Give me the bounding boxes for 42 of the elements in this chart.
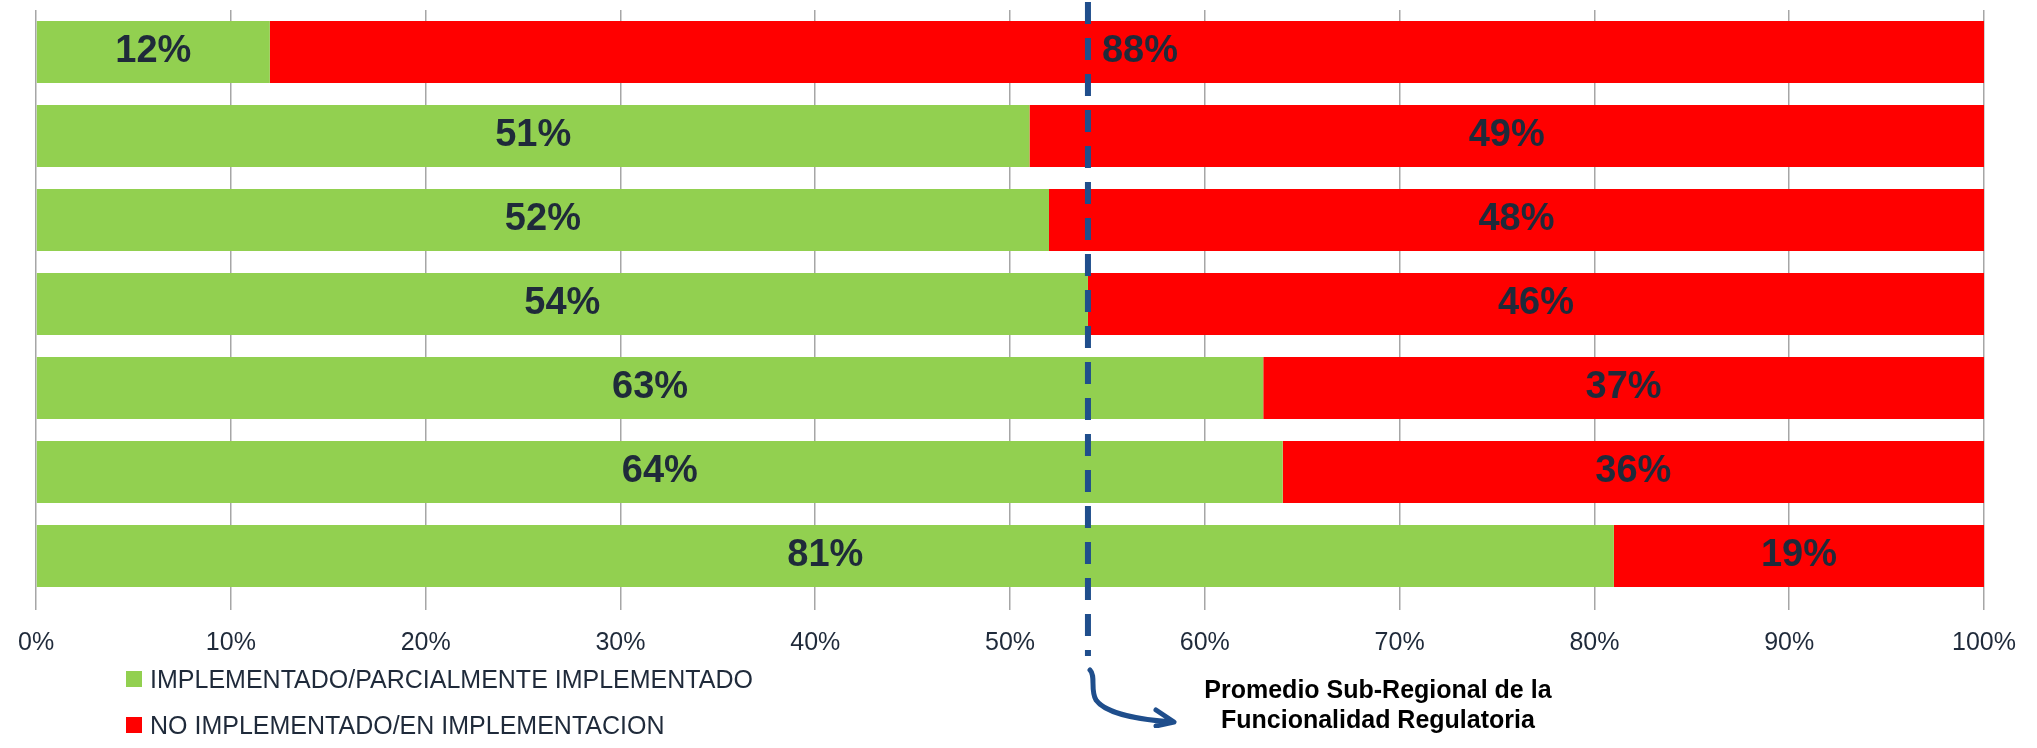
text: 19%	[1760, 532, 1837, 575]
x-tick-label: 50%	[985, 626, 1036, 655]
text: 36%	[1595, 448, 1672, 491]
legend-label: Promedio Sub-Regional de la Funcionalidad Regulatoria	[1203, 674, 1553, 734]
x-tick-label: 90%	[1764, 626, 1815, 655]
bar	[1282, 440, 1984, 504]
legend-label: IMPLEMENTADO/PARCIALMENTE IMPLEMENTADO	[150, 664, 753, 694]
x-tick-label: 100%	[1952, 626, 2016, 655]
bar	[36, 20, 270, 84]
x-tick-label: 60%	[1179, 626, 1230, 655]
bar	[36, 524, 1614, 588]
x-tick-label: 80%	[1569, 626, 1620, 655]
x-tick-label: 10%	[205, 626, 256, 655]
bar	[269, 20, 1984, 84]
text: 64%	[621, 448, 698, 491]
text: 88%	[1101, 28, 1179, 71]
text: 46%	[1497, 280, 1575, 323]
text: 12%	[115, 28, 192, 71]
text: 63%	[612, 364, 689, 407]
bar	[1048, 188, 1984, 252]
bar	[1263, 356, 1984, 420]
bar	[1613, 524, 1984, 588]
text: 51%	[495, 112, 572, 155]
text: 52%	[504, 196, 581, 239]
bar	[1087, 272, 1984, 336]
text: 37%	[1585, 364, 1662, 407]
text: 54%	[524, 280, 601, 323]
bar	[36, 356, 1264, 420]
bar	[36, 440, 1283, 504]
text: 81%	[787, 532, 864, 575]
text: 48%	[1478, 196, 1555, 239]
x-tick-label: 30%	[595, 626, 646, 655]
x-tick-label: 0%	[18, 626, 55, 655]
text: 49%	[1468, 112, 1545, 155]
bar	[1029, 104, 1984, 168]
bar	[36, 188, 1049, 252]
x-tick-label: 40%	[790, 626, 841, 655]
x-tick-label: 70%	[1374, 626, 1425, 655]
bar	[36, 272, 1088, 336]
bar	[36, 104, 1030, 168]
x-tick-label: 20%	[400, 626, 451, 655]
legend-label: NO IMPLEMENTADO/EN IMPLEMENTACION	[150, 710, 665, 740]
